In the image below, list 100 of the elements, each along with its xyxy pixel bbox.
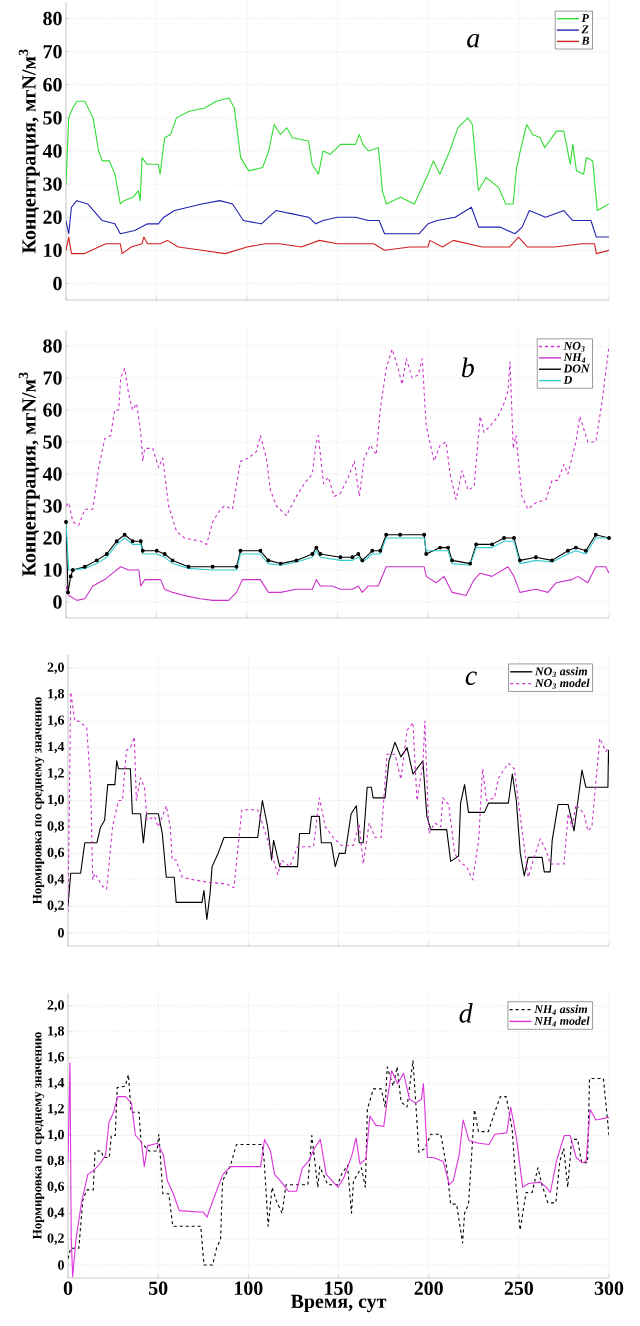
x-tick-label: 200 bbox=[414, 1281, 443, 1295]
legend-label: NH$_{4}$ bbox=[563, 353, 586, 363]
line-series bbox=[66, 236, 610, 255]
annotation: a bbox=[467, 34, 480, 48]
y-tick-label: 0 bbox=[53, 276, 62, 291]
annotation: d bbox=[459, 1003, 473, 1023]
point bbox=[518, 558, 522, 563]
y-tick-label: 10 bbox=[44, 243, 62, 258]
line-series bbox=[66, 200, 610, 238]
point bbox=[533, 555, 538, 560]
legend-label: NH$_{4}$ assim bbox=[534, 1004, 588, 1015]
legend-label: Z bbox=[581, 25, 589, 34]
y-tick-label: 50 bbox=[43, 435, 62, 449]
y-tick-label: 1,4 bbox=[48, 741, 65, 754]
legend-label: P bbox=[581, 14, 589, 22]
point bbox=[258, 548, 263, 553]
y-tick-label: 1,4 bbox=[48, 1077, 65, 1090]
point bbox=[314, 545, 319, 550]
x-tick-label: 100 bbox=[234, 1281, 263, 1295]
y-tick-label: 40 bbox=[42, 467, 62, 481]
y-tick-label: 0 bbox=[58, 928, 64, 938]
point bbox=[370, 548, 375, 553]
point bbox=[122, 532, 127, 537]
point bbox=[378, 548, 383, 553]
point bbox=[266, 558, 271, 563]
point bbox=[565, 548, 570, 553]
y-tick-label: 0,4 bbox=[47, 874, 65, 886]
y-tick-label: 30 bbox=[43, 499, 62, 513]
point bbox=[350, 555, 355, 560]
point bbox=[278, 561, 283, 566]
point bbox=[450, 558, 455, 563]
point bbox=[130, 539, 135, 544]
y-tick-label: 1,2 bbox=[48, 768, 64, 780]
y-tick-label: 1,2 bbox=[48, 1103, 64, 1116]
point bbox=[446, 545, 451, 550]
y-tick-label: 70 bbox=[43, 371, 62, 385]
point bbox=[186, 564, 191, 569]
point bbox=[210, 564, 215, 569]
point bbox=[294, 558, 299, 563]
point bbox=[234, 564, 239, 569]
point bbox=[593, 532, 598, 537]
y-tick-label: 0,2 bbox=[47, 1233, 64, 1245]
point bbox=[490, 542, 495, 547]
y-tick-label: 40 bbox=[42, 144, 62, 158]
y-tick-label: 1,0 bbox=[48, 1129, 64, 1142]
point bbox=[398, 532, 403, 537]
annotation: b bbox=[461, 357, 474, 378]
y-tick-label: 70 bbox=[43, 44, 62, 59]
point bbox=[338, 555, 343, 560]
y-tick-label: 60 bbox=[43, 403, 62, 417]
line-series bbox=[66, 97, 610, 212]
y-tick-label: 1,8 bbox=[48, 688, 65, 701]
point bbox=[114, 539, 119, 544]
y-tick-label: 0 bbox=[58, 1260, 64, 1270]
point bbox=[310, 552, 315, 556]
x-axis-title: Время, сут bbox=[290, 1294, 387, 1313]
point bbox=[360, 558, 365, 563]
x-tick-label: 250 bbox=[504, 1281, 534, 1295]
legend-label: NO$_{3}$ assim bbox=[534, 666, 588, 678]
point bbox=[512, 536, 516, 540]
point bbox=[422, 532, 427, 537]
point bbox=[424, 552, 429, 556]
x-tick-label: 50 bbox=[149, 1281, 168, 1295]
point bbox=[64, 520, 68, 524]
y-tick-label: 10 bbox=[44, 563, 62, 577]
point bbox=[573, 545, 578, 550]
point bbox=[140, 548, 145, 553]
x-tick-label: 300 bbox=[594, 1281, 624, 1295]
point bbox=[66, 590, 70, 595]
legend-label: NO$_{3}$ model bbox=[534, 678, 590, 689]
y-tick-label: 0,6 bbox=[47, 1181, 65, 1194]
legend-label: NO$_{3}$ bbox=[563, 341, 585, 352]
y-tick-label: 0 bbox=[53, 595, 62, 609]
y-tick-label: 80 bbox=[43, 339, 62, 353]
y-tick-label: 0,8 bbox=[47, 1155, 65, 1168]
y-tick-label: 0,6 bbox=[47, 847, 65, 860]
legend-label: D bbox=[563, 375, 572, 384]
point bbox=[550, 558, 554, 563]
y-tick-label: 1,6 bbox=[48, 1052, 65, 1064]
y-tick-label: 1,6 bbox=[48, 715, 65, 727]
point bbox=[170, 558, 175, 563]
y-tick-label: 20 bbox=[43, 531, 62, 545]
y-tick-label: 30 bbox=[43, 177, 62, 191]
line-series bbox=[68, 741, 610, 921]
y-tick-label: 20 bbox=[43, 210, 62, 224]
point bbox=[583, 548, 588, 553]
legend-label: DON bbox=[563, 364, 590, 373]
point bbox=[104, 552, 109, 556]
y-tick-label: 2,0 bbox=[47, 1000, 64, 1012]
point bbox=[238, 548, 243, 553]
point bbox=[70, 568, 75, 572]
point bbox=[82, 564, 87, 569]
y-tick-label: 0,2 bbox=[47, 900, 64, 913]
y-axis-title: Нормировка по среднему значению bbox=[32, 697, 45, 905]
y-tick-label: 60 bbox=[43, 78, 62, 92]
point bbox=[94, 558, 99, 563]
legend-label: B bbox=[581, 36, 590, 45]
legend-label: NH$_{4}$ model bbox=[534, 1016, 590, 1027]
y-tick-label: 80 bbox=[43, 11, 62, 26]
y-tick-label: 50 bbox=[43, 111, 62, 125]
